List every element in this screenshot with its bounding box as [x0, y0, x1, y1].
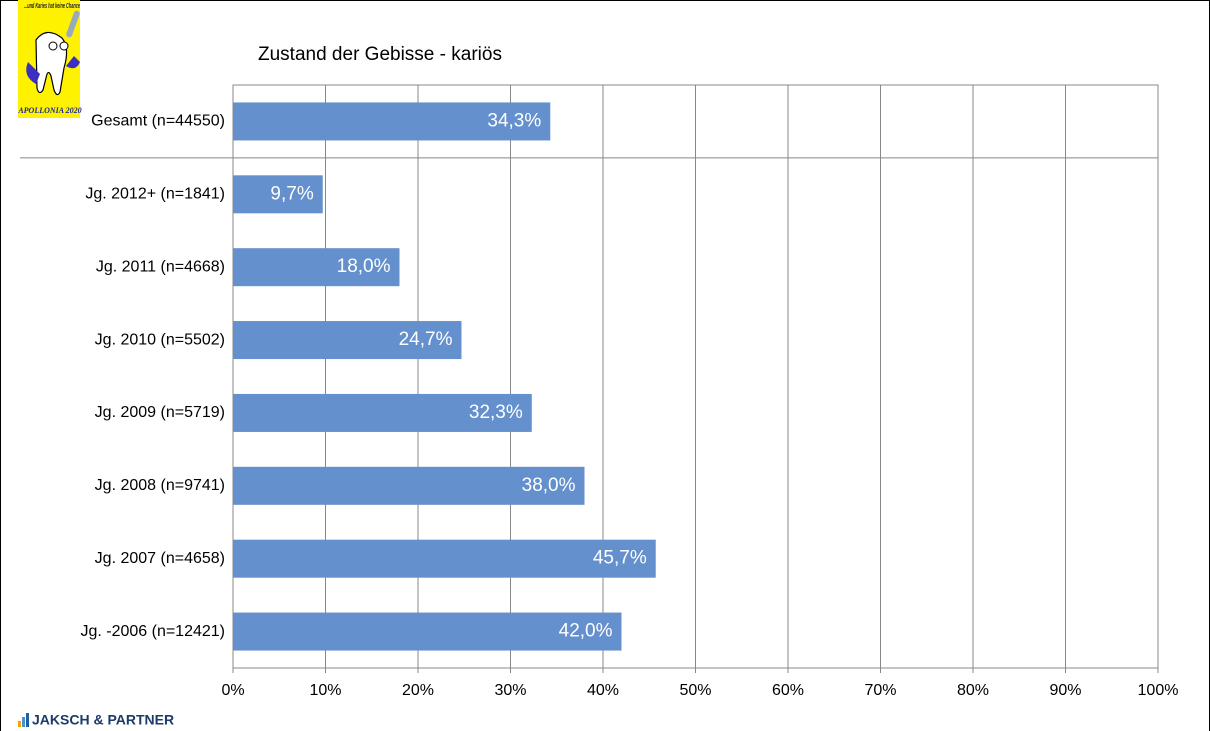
value-label: 38,0% — [522, 475, 576, 496]
bar — [233, 612, 622, 651]
logo-slogan: ...und Karies hat keine Chance — [24, 3, 80, 10]
y-tick-label: Jg. -2006 (n=12421) — [80, 623, 225, 640]
y-tick-label: Jg. 2009 (n=5719) — [95, 404, 225, 421]
bar — [233, 248, 400, 287]
value-label: 24,7% — [399, 329, 453, 350]
y-tick-label: Jg. 2011 (n=4668) — [96, 258, 225, 275]
bar — [233, 175, 323, 214]
value-label: 9,7% — [270, 183, 313, 204]
bar — [233, 539, 656, 578]
logo-caption: APOLLONIA 2020 — [17, 106, 81, 115]
chart-title: Zustand der Gebisse - kariös — [258, 44, 502, 65]
value-label: 45,7% — [593, 548, 647, 569]
footer-brand: JAKSCH & PARTNER — [32, 712, 174, 728]
y-tick-label: Jg. 2010 (n=5502) — [95, 331, 225, 348]
x-tick-label: 0% — [221, 682, 244, 699]
x-tick-label: 40% — [587, 682, 619, 699]
bar — [233, 466, 585, 505]
bar — [233, 321, 462, 360]
logo: ...und Karies hat keine Chance APOLLONIA… — [17, 0, 82, 118]
x-tick-label: 10% — [309, 682, 341, 699]
y-tick-label: Jg. 2007 (n=4658) — [95, 550, 225, 567]
y-tick-label: Gesamt (n=44550) — [91, 113, 225, 130]
x-tick-label: 80% — [957, 682, 989, 699]
x-tick-label: 50% — [679, 682, 711, 699]
y-tick-label: Jg. 2012+ (n=1841) — [85, 186, 225, 203]
x-tick-label: 30% — [494, 682, 526, 699]
x-tick-label: 70% — [864, 682, 896, 699]
value-label: 18,0% — [337, 256, 391, 277]
value-label: 42,0% — [559, 621, 613, 642]
x-tick-label: 60% — [772, 682, 804, 699]
x-tick-label: 20% — [402, 682, 434, 699]
value-label: 32,3% — [469, 402, 523, 423]
x-tick-label: 90% — [1049, 682, 1081, 699]
bar — [233, 102, 551, 141]
bar — [233, 393, 532, 432]
y-tick-label: Jg. 2008 (n=9741) — [95, 477, 225, 494]
x-tick-label: 100% — [1138, 682, 1179, 699]
footer-logo: JAKSCH & PARTNER — [18, 712, 174, 728]
value-label: 34,3% — [487, 110, 541, 131]
